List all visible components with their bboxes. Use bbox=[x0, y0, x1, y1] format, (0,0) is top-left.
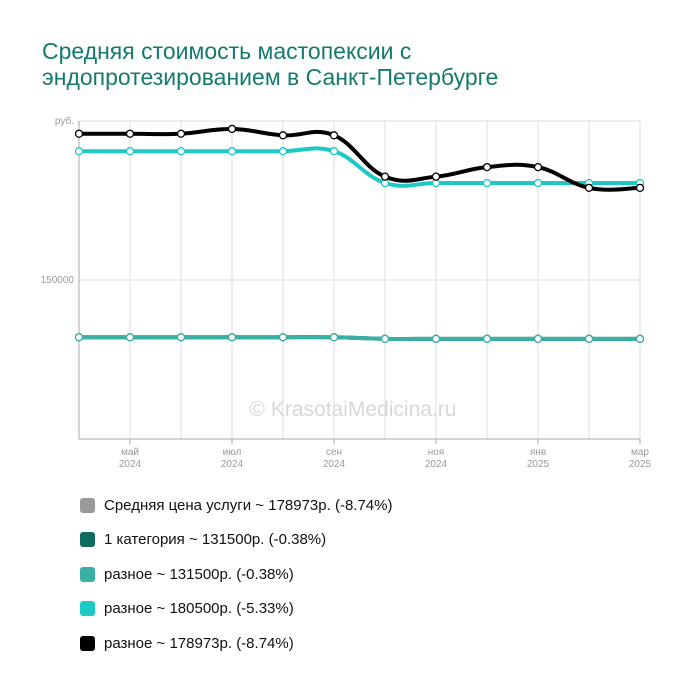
data-point bbox=[125, 147, 135, 156]
legend-swatch bbox=[80, 566, 95, 582]
data-point bbox=[635, 334, 645, 343]
data-point bbox=[329, 131, 339, 140]
data-point bbox=[125, 333, 135, 342]
chart-title-line-2: эндопротезированием в Санкт-Петербурге bbox=[42, 64, 499, 90]
x-tick-label-year: 2025 bbox=[527, 459, 550, 470]
chart-series bbox=[74, 124, 645, 343]
data-point bbox=[278, 333, 288, 342]
data-point bbox=[227, 124, 237, 134]
x-tick-label-month: янв bbox=[530, 447, 546, 458]
data-point bbox=[584, 334, 594, 343]
data-point bbox=[176, 147, 186, 156]
x-tick-label-month: мар bbox=[631, 447, 649, 458]
x-tick-label-month: сен bbox=[326, 447, 342, 458]
chart-title-line-1: Средняя стоимость мастопексии с bbox=[42, 38, 412, 64]
data-point bbox=[533, 162, 543, 172]
data-point bbox=[278, 131, 288, 140]
x-tick-label-year: 2025 bbox=[629, 459, 652, 470]
data-point bbox=[533, 334, 543, 343]
data-point bbox=[74, 333, 84, 342]
legend-item[interactable]: разное ~ 178973р. (-8.74%) bbox=[80, 626, 392, 661]
y-tick-label: 150000 bbox=[41, 275, 75, 286]
data-point bbox=[329, 333, 339, 342]
legend-swatch bbox=[80, 635, 95, 651]
x-tick-label-month: июл bbox=[223, 447, 242, 458]
chart-legend: Средняя цена услуги ~ 178973р. (-8.74%) … bbox=[80, 488, 392, 661]
data-point bbox=[176, 333, 186, 342]
chart-title: Средняя стоимость мастопексии с эндопрот… bbox=[42, 38, 662, 90]
data-point bbox=[635, 183, 645, 193]
legend-label: 1 категория ~ 131500р. (-0.38%) bbox=[104, 531, 327, 549]
data-point bbox=[125, 129, 135, 138]
x-tick-label-year: 2024 bbox=[221, 459, 244, 470]
legend-swatch bbox=[80, 497, 95, 513]
x-tick-label-year: 2024 bbox=[119, 459, 142, 470]
legend-label: разное ~ 178973р. (-8.74%) bbox=[104, 634, 294, 652]
line-chart: 150000руб.май2024июл2024сен2024ноя2024ян… bbox=[41, 115, 652, 470]
data-point bbox=[227, 333, 237, 342]
data-point bbox=[176, 129, 186, 138]
series-line bbox=[77, 126, 642, 192]
data-point bbox=[482, 178, 492, 188]
data-point bbox=[482, 334, 492, 343]
y-unit-label: руб. bbox=[55, 115, 74, 127]
data-point bbox=[482, 162, 492, 172]
legend-label: разное ~ 131500р. (-0.38%) bbox=[104, 565, 294, 583]
chart-axes: 150000руб.май2024июл2024сен2024ноя2024ян… bbox=[41, 115, 652, 470]
data-point bbox=[431, 172, 441, 181]
legend-item[interactable]: разное ~ 180500р. (-5.33%) bbox=[80, 592, 392, 627]
data-point bbox=[533, 178, 543, 188]
data-point bbox=[329, 147, 339, 156]
watermark: © KrasotaiMedicina.ru bbox=[250, 398, 457, 421]
data-point bbox=[584, 183, 594, 193]
data-point bbox=[74, 147, 84, 156]
data-point bbox=[278, 147, 288, 156]
legend-label: разное ~ 180500р. (-5.33%) bbox=[104, 600, 294, 618]
legend-swatch bbox=[80, 601, 95, 617]
legend-item[interactable]: 1 категория ~ 131500р. (-0.38%) bbox=[80, 523, 392, 558]
data-point bbox=[74, 129, 84, 138]
x-tick-label-month: ноя bbox=[428, 447, 445, 458]
series-line bbox=[77, 335, 642, 341]
legend-swatch bbox=[80, 532, 95, 548]
data-point bbox=[431, 334, 441, 343]
x-tick-label-month: май bbox=[121, 447, 139, 458]
data-point bbox=[227, 147, 237, 156]
data-point bbox=[380, 172, 390, 181]
legend-item[interactable]: разное ~ 131500р. (-0.38%) bbox=[80, 557, 392, 592]
legend-label: Средняя цена услуги ~ 178973р. (-8.74%) bbox=[104, 496, 393, 514]
x-tick-label-year: 2024 bbox=[425, 459, 448, 470]
legend-item[interactable]: Средняя цена услуги ~ 178973р. (-8.74%) bbox=[80, 488, 392, 523]
data-point bbox=[380, 334, 390, 343]
x-tick-label-year: 2024 bbox=[323, 459, 346, 470]
